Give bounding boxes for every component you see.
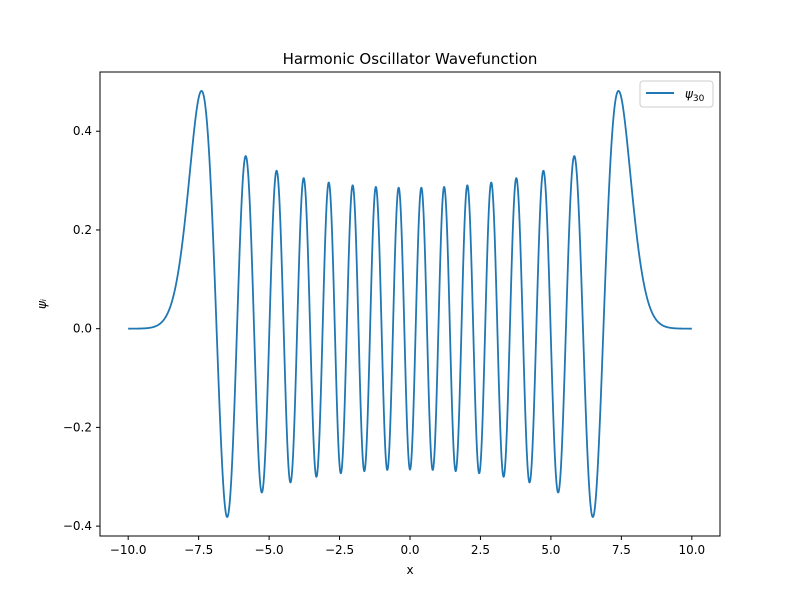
x-tick-label: 2.5	[471, 543, 490, 557]
y-axis-label: ψᵢ	[35, 299, 49, 309]
x-tick-label: −5.0	[255, 543, 284, 557]
x-tick-label: 10.0	[678, 543, 705, 557]
x-tick-label: 7.5	[612, 543, 631, 557]
x-tick-label: 0.0	[400, 543, 419, 557]
legend-series-subscript: 30	[693, 94, 705, 104]
series-layer	[127, 90, 693, 518]
y-axis: −0.4 −0.2 0.0 0.2 0.4	[63, 124, 100, 533]
y-tick-label: 0.4	[73, 124, 92, 138]
legend: ψ30	[639, 80, 714, 108]
y-tick-label: 0.2	[73, 223, 92, 237]
y-tick-label: 0.0	[73, 322, 92, 336]
chart-title: Harmonic Oscillator Wavefunction	[283, 50, 538, 68]
x-tick-label: −10.0	[110, 543, 147, 557]
x-tick-label: −7.5	[184, 543, 213, 557]
y-tick-label: −0.4	[63, 519, 92, 533]
legend-series-symbol: ψ	[685, 87, 694, 101]
series-line-psi-30	[127, 90, 693, 518]
y-tick-label: −0.2	[63, 420, 92, 434]
x-axis-label: x	[406, 563, 413, 577]
x-tick-label: −2.5	[325, 543, 354, 557]
legend-entry-label: ψ30	[685, 87, 705, 104]
x-tick-label: 5.0	[541, 543, 560, 557]
legend-frame	[639, 80, 714, 108]
x-axis: −10.0 −7.5 −5.0 −2.5 0.0 2.5 5.0 7.5 10.0	[110, 536, 705, 557]
